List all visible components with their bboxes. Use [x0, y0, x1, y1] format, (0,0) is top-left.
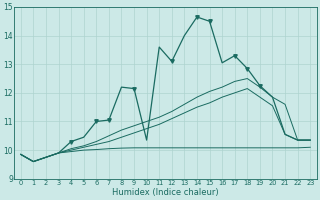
X-axis label: Humidex (Indice chaleur): Humidex (Indice chaleur) [112, 188, 219, 197]
